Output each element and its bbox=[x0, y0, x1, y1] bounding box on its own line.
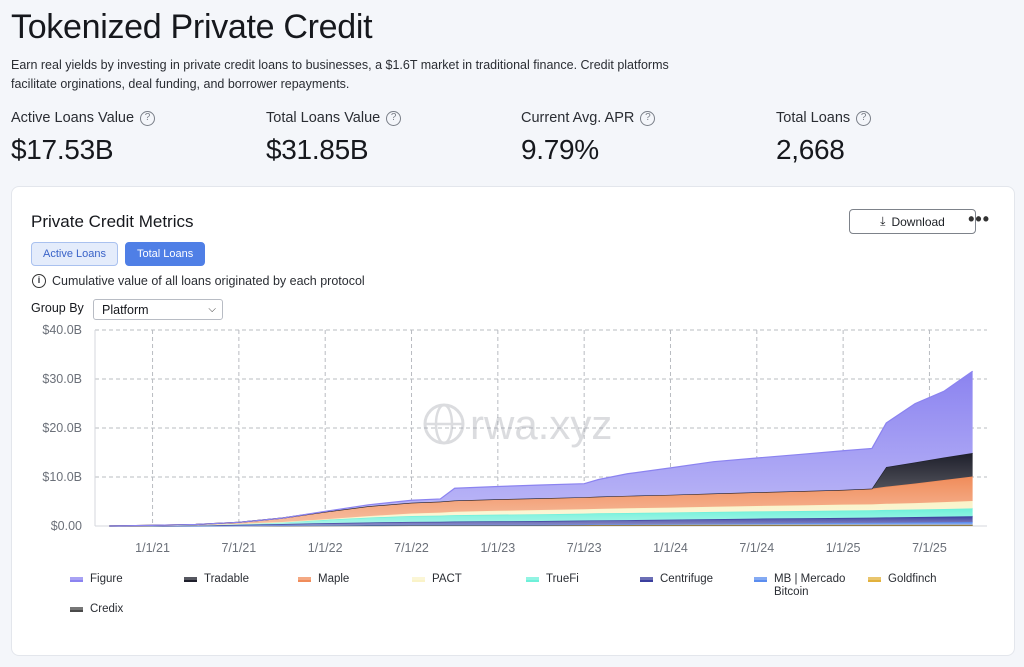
area-maple bbox=[109, 476, 973, 526]
page-title: Tokenized Private Credit bbox=[11, 8, 373, 46]
stacked-area-chart: $0.00 $10.0B $20.0B $30.0B $40.0B 1/1/21 7/1/2… bbox=[42, 323, 987, 555]
stat-label: Total Loans Value bbox=[266, 110, 381, 126]
stat-current-avg-apr: Current Avg. APR? 9.79% bbox=[521, 110, 656, 166]
legend-label: MB | Mercado Bitcoin bbox=[774, 573, 846, 598]
tab-active-loans[interactable]: Active Loans bbox=[31, 242, 118, 266]
legend-label: Maple bbox=[318, 573, 350, 585]
group-by-select[interactable]: Platform ⌵ bbox=[93, 299, 223, 320]
legend-swatch bbox=[640, 577, 653, 582]
download-button[interactable]: ⤓ Download bbox=[849, 209, 976, 234]
legend-label: PACT bbox=[432, 573, 462, 585]
area-mb-mercado-bitcoin bbox=[109, 522, 973, 526]
y-tick-label: $30.0B bbox=[42, 372, 82, 386]
x-tick-label: 7/1/21 bbox=[221, 541, 256, 555]
legend-label: Credix bbox=[90, 603, 124, 615]
stat-label: Active Loans Value bbox=[11, 110, 135, 126]
download-label: Download bbox=[891, 214, 945, 229]
legend-swatch bbox=[70, 577, 83, 582]
legend-label: Figure bbox=[90, 573, 123, 585]
chart-info: i Cumulative value of all loans originat… bbox=[32, 274, 365, 288]
x-tick-label: 1/1/23 bbox=[480, 541, 515, 555]
legend-swatch bbox=[868, 577, 881, 582]
legend-item[interactable]: Credix bbox=[70, 603, 180, 616]
stat-label: Current Avg. APR bbox=[521, 110, 635, 126]
stat-value: $17.53B bbox=[11, 134, 114, 165]
info-text: Cumulative value of all loans originated… bbox=[52, 274, 365, 288]
area-figure bbox=[109, 371, 973, 526]
legend-label: TrueFi bbox=[546, 573, 579, 585]
help-icon[interactable]: ? bbox=[386, 110, 402, 126]
y-tick-label: $20.0B bbox=[42, 421, 82, 435]
download-icon: ⤓ bbox=[880, 214, 886, 228]
legend-swatch bbox=[526, 577, 539, 582]
legend-swatch bbox=[754, 577, 767, 582]
legend-swatch bbox=[184, 577, 197, 582]
legend-item[interactable]: PACT bbox=[412, 573, 522, 586]
x-tick-label: 7/1/23 bbox=[567, 541, 602, 555]
x-tick-label: 1/1/21 bbox=[135, 541, 170, 555]
x-tick-label: 7/1/24 bbox=[739, 541, 774, 555]
help-icon[interactable]: ? bbox=[140, 110, 156, 126]
watermark: rwa.xyz bbox=[423, 401, 612, 448]
group-by-label: Group By bbox=[31, 301, 84, 315]
x-tick-label: 1/1/24 bbox=[653, 541, 688, 555]
legend-swatch bbox=[298, 577, 311, 582]
y-tick-label: $0.00 bbox=[51, 519, 82, 533]
info-icon: i bbox=[32, 274, 46, 288]
stats-row: Active Loans Value? $17.53B Total Loans … bbox=[11, 110, 1011, 170]
x-tick-label: 7/1/25 bbox=[912, 541, 947, 555]
watermark-text: rwa.xyz bbox=[470, 401, 612, 448]
more-options-icon[interactable]: ••• bbox=[968, 209, 990, 229]
page-description: Earn real yields by investing in private… bbox=[11, 58, 669, 91]
legend-label: Tradable bbox=[204, 573, 249, 585]
tab-total-loans[interactable]: Total Loans bbox=[125, 242, 206, 266]
chart-card: Private Credit Metrics ⤓ Download ••• Act… bbox=[11, 186, 1015, 656]
legend-item[interactable]: Tradable bbox=[184, 573, 294, 586]
group-by-value: Platform bbox=[102, 302, 149, 317]
stat-active-loans-value: Active Loans Value? $17.53B bbox=[11, 110, 156, 166]
legend-label: Centrifuge bbox=[660, 573, 714, 585]
stat-total-loans-value: Total Loans Value? $31.85B bbox=[266, 110, 402, 166]
y-tick-label: $40.0B bbox=[42, 323, 82, 337]
legend-item[interactable]: Goldfinch bbox=[868, 573, 978, 586]
help-icon[interactable]: ? bbox=[640, 110, 656, 126]
x-tick-label: 1/1/22 bbox=[308, 541, 343, 555]
legend-label: Goldfinch bbox=[888, 573, 937, 585]
stat-value: $31.85B bbox=[266, 134, 369, 165]
stat-total-loans: Total Loans? 2,668 bbox=[776, 110, 872, 166]
stat-value: 2,668 bbox=[776, 134, 845, 165]
x-tick-label: 1/1/25 bbox=[826, 541, 861, 555]
chevron-down-icon: ⌵ bbox=[208, 304, 216, 315]
stat-value: 9.79% bbox=[521, 134, 599, 165]
line-figure bbox=[109, 370, 973, 527]
legend-item[interactable]: MB | Mercado Bitcoin bbox=[754, 573, 864, 599]
legend-swatch bbox=[412, 577, 425, 582]
legend-item[interactable]: Figure bbox=[70, 573, 180, 586]
area-pact bbox=[109, 501, 973, 526]
help-icon[interactable]: ? bbox=[856, 110, 872, 126]
legend-item[interactable]: Maple bbox=[298, 573, 408, 586]
stat-label: Total Loans bbox=[776, 110, 851, 126]
x-tick-label: 7/1/22 bbox=[394, 541, 429, 555]
legend-item[interactable]: TrueFi bbox=[526, 573, 636, 586]
legend-swatch bbox=[70, 607, 83, 612]
card-title: Private Credit Metrics bbox=[31, 212, 194, 231]
area-truefi bbox=[109, 508, 973, 526]
y-tick-label: $10.0B bbox=[42, 470, 82, 484]
legend-item[interactable]: Centrifuge bbox=[640, 573, 750, 586]
